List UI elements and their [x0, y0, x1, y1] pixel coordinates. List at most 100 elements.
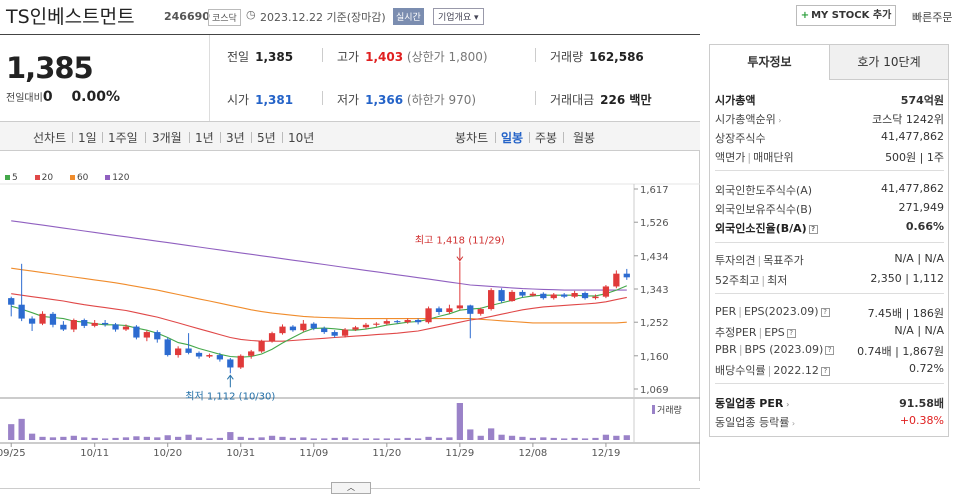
divider	[529, 132, 530, 143]
volume-bar	[529, 437, 537, 440]
legend-ma60-label: 60	[76, 173, 89, 183]
candle-body	[81, 320, 88, 326]
volume-bar	[331, 437, 338, 440]
candle-daily[interactable]: 일봉	[501, 131, 524, 145]
change-label: 전일대비	[6, 93, 43, 104]
candle-body	[519, 291, 526, 296]
industry-chg-row: 동일업종 등락률 › +0.38%	[715, 414, 944, 430]
volume-bar	[185, 434, 192, 440]
per-label: PER	[715, 305, 737, 318]
y-tick-label: 1,069	[640, 385, 669, 396]
market-cap-label: 시가총액	[715, 94, 756, 107]
x-tick-label: 09/25	[0, 448, 26, 459]
x-tick-label: 11/29	[445, 448, 474, 459]
candle-body	[613, 273, 620, 287]
period-1d[interactable]: 1일	[78, 131, 97, 145]
volume-bar	[70, 435, 77, 440]
open-label: 시가	[227, 93, 250, 107]
my-stock-add-button[interactable]: + MY STOCK 추가	[796, 5, 896, 26]
candle-body	[185, 348, 192, 353]
info-tabs: 투자정보 호가 10단계	[710, 45, 948, 80]
divider	[535, 91, 536, 105]
volume-bar	[8, 424, 15, 440]
cap-rank-value: 코스닥 1242위	[872, 113, 944, 126]
foreign-hold-row: 외국인보유주식수(B) 271,949	[715, 201, 944, 217]
pbr-row: PBR | BPS (2023.09)? 0.74배 | 1,867원	[715, 343, 944, 358]
candle-chart-label[interactable]: 봉차트	[455, 131, 489, 145]
dividend-date: 2022.12	[773, 364, 819, 377]
price-summary: 1,385 전일대비0 0.00%	[0, 35, 210, 121]
industry-per-row: 동일업종 PER › 91.58배	[715, 395, 944, 411]
help-icon[interactable]: ?	[820, 307, 830, 317]
foreign-hold-label: 외국인보유주식수(B)	[715, 203, 813, 216]
price-change: 전일대비0 0.00%	[6, 89, 120, 105]
candle-body	[60, 324, 67, 330]
dividend-row: 배당수익률 | 2022.12? 0.72%	[715, 362, 944, 377]
amount-label: 거래대금	[550, 93, 595, 107]
candle-body	[310, 323, 317, 329]
divider	[282, 132, 283, 143]
help-icon[interactable]: ?	[820, 366, 830, 376]
x-tick-label: 10/20	[153, 448, 182, 459]
candle-body	[571, 293, 578, 297]
help-icon[interactable]: ?	[825, 345, 835, 355]
period-1y[interactable]: 1년	[195, 131, 214, 145]
range52-row: 52주최고 | 최저 2,350 | 1,112	[715, 272, 944, 287]
divider	[102, 132, 103, 143]
candle-body	[18, 304, 25, 319]
candle-body	[331, 332, 338, 336]
foreign-limit-value: 41,477,862	[881, 182, 944, 195]
volume-bar	[143, 436, 150, 440]
period-3m[interactable]: 3개월	[152, 131, 182, 145]
per-row: PER | EPS(2023.09)? 7.45배 | 186원	[715, 305, 944, 320]
line-chart-label[interactable]: 선차트	[33, 131, 67, 145]
volume-bar	[154, 437, 161, 440]
volume-bar	[101, 438, 109, 440]
x-tick-label: 10/31	[226, 448, 255, 459]
stock-chart[interactable]: 5 20 60 120 1,069 1,160 1,252 1,343 1,434 1,5…	[0, 151, 700, 481]
period-1w[interactable]: 1주일	[108, 131, 138, 145]
divider	[209, 35, 210, 121]
current-price: 1,385	[6, 51, 94, 85]
help-icon[interactable]: ?	[786, 328, 796, 338]
period-5y[interactable]: 5년	[257, 131, 276, 145]
tab-investment-info[interactable]: 투자정보	[710, 45, 830, 80]
candle-body	[237, 355, 244, 368]
period-3y[interactable]: 3년	[226, 131, 245, 145]
y-tick-label: 1,617	[640, 185, 669, 196]
help-icon[interactable]: ?	[808, 224, 818, 234]
candle-body	[133, 326, 140, 338]
candle-body	[8, 298, 15, 305]
chevron-right-icon: ›	[775, 116, 782, 125]
high-value: 1,403	[365, 50, 404, 64]
realtime-button[interactable]: 실시간	[393, 8, 424, 25]
quick-order-link[interactable]: 빠른주문	[912, 11, 953, 24]
chart-collapse-button[interactable]: ︿	[331, 482, 371, 494]
divider	[715, 242, 944, 243]
candle-body	[362, 324, 370, 328]
candle-body	[623, 273, 630, 278]
candle-body	[561, 294, 568, 297]
x-tick-label: 12/08	[518, 448, 547, 459]
shares-row: 상장주식수 41,477,862	[715, 130, 944, 146]
chart-canvas: 1,069 1,160 1,252 1,343 1,434 1,526 1,617 09/25…	[0, 183, 700, 459]
est-eps-label: EPS	[764, 326, 785, 339]
candle-monthly[interactable]: 월봉	[573, 131, 596, 145]
candle-body	[227, 359, 234, 368]
open-value: 1,381	[255, 93, 294, 107]
volume-bar	[321, 438, 328, 440]
volume-bar	[300, 437, 307, 440]
tab-hoga-10[interactable]: 호가 10단계	[830, 45, 948, 80]
shares-value: 41,477,862	[881, 130, 944, 143]
candle-weekly[interactable]: 주봉	[535, 131, 558, 145]
unit-label: 매매단위	[753, 151, 794, 164]
volume-bar	[112, 437, 119, 440]
period-10y[interactable]: 10년	[288, 131, 315, 145]
company-overview-dropdown[interactable]: 기업개요 ▾	[433, 8, 484, 25]
candle-body	[467, 305, 474, 314]
volume-bar	[477, 435, 484, 440]
volume-bar	[258, 437, 265, 440]
candle-body	[206, 355, 213, 357]
volume-bar	[550, 437, 557, 440]
candle-body	[540, 293, 547, 299]
